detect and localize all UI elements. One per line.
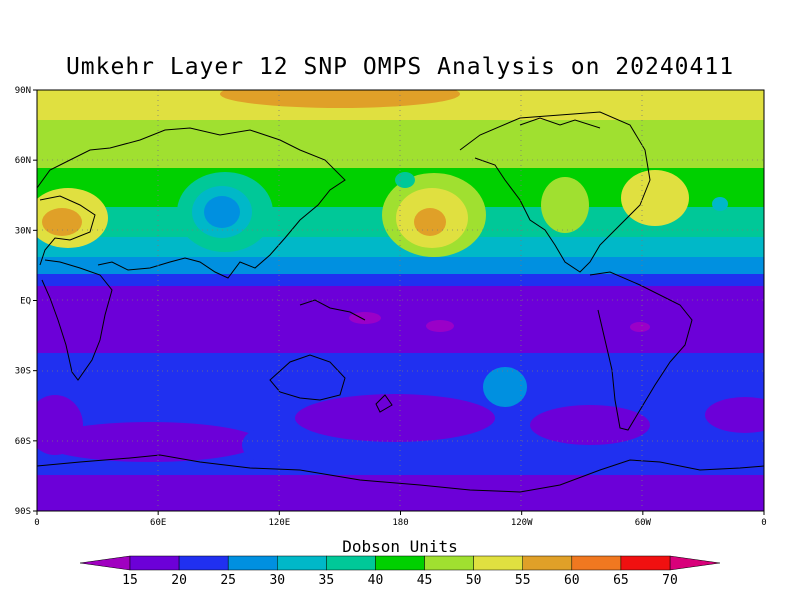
band-eq-blue <box>37 272 764 286</box>
lon-tick-label: 120E <box>268 518 290 528</box>
lat-tick-label: 60S <box>15 437 31 447</box>
colorbar-swatch <box>571 555 622 571</box>
south-indian-purple <box>40 422 260 462</box>
lat-tick-label: EQ <box>20 297 31 307</box>
band-polar-south-purple <box>37 475 764 511</box>
colorbar-title: Dobson Units <box>342 537 458 556</box>
indonesia-coast <box>299 299 366 321</box>
colorbar-swatch <box>620 555 671 571</box>
australia-coast <box>269 354 346 401</box>
atlantic-low-cyan <box>712 197 728 211</box>
colorbar-level-label: 65 <box>613 573 629 588</box>
colorbar-under-triangle <box>79 555 131 571</box>
page-title: Umkehr Layer 12 SNP OMPS Analysis on 202… <box>65 54 735 80</box>
namerica-lightgreen <box>541 177 589 233</box>
lon-tick-label: 120W <box>511 518 533 528</box>
colorbar-level-label: 20 <box>171 573 187 588</box>
colorbar-level-label: 25 <box>220 573 236 588</box>
europe-high-orange <box>42 208 82 236</box>
lon-tick-labels: 0 60E 120E 180 120W 60W 0 <box>34 511 767 528</box>
namerica-coast <box>459 111 651 273</box>
antarctic-blue-tongue <box>242 429 282 461</box>
band-highlat-lightgreen <box>37 118 764 168</box>
colorbar: 15 20 25 30 35 40 45 50 55 60 65 70 <box>79 555 721 588</box>
colorbar-swatch <box>522 555 573 571</box>
lon-tick-label: 180 <box>392 518 408 528</box>
colorbar-level-label: 30 <box>269 573 285 588</box>
lon-tick-label: 0 <box>34 518 39 528</box>
asia-low-blue <box>204 196 240 228</box>
colorbar-swatch <box>473 555 523 571</box>
colorbar-level-label: 35 <box>319 573 335 588</box>
colorbar-swatch <box>326 555 376 571</box>
samerica-coast <box>589 271 693 431</box>
lon-tick-label: 60E <box>150 518 166 528</box>
colorbar-level-label: 40 <box>368 573 384 588</box>
colorbar-level-label: 15 <box>122 573 138 588</box>
polar-orange-patch <box>220 90 460 108</box>
africa-coast <box>41 259 113 381</box>
eurasia-coast <box>37 127 346 279</box>
south-pacific-purple <box>295 394 495 442</box>
colorbar-swatch <box>277 555 327 571</box>
europe-med-coast <box>39 195 96 266</box>
south-east-purple <box>705 397 764 433</box>
colorbar-swatch <box>178 555 229 571</box>
south-atlantic-purple <box>530 405 650 445</box>
antarctica-coast <box>37 454 764 493</box>
band-subtrop-blue <box>37 256 764 274</box>
colorbar-level-label: 60 <box>564 573 580 588</box>
colorbar-swatch <box>424 555 474 571</box>
lat-tick-label: 90N <box>15 86 31 96</box>
south-west-purple <box>37 395 83 455</box>
band-tropical-purple <box>37 283 764 353</box>
newzealand-coast <box>375 394 393 413</box>
pacific-high-orange <box>414 208 446 236</box>
lat-tick-label: 90S <box>15 507 31 517</box>
colorbar-level-label: 70 <box>662 573 678 588</box>
colorbar-level-label: 50 <box>466 573 482 588</box>
lat-tick-label: 30N <box>15 226 31 236</box>
arctic-islands <box>519 117 601 129</box>
colorbar-swatch <box>227 555 278 571</box>
coastlines <box>37 111 764 493</box>
lat-tick-label: 60N <box>15 156 31 166</box>
lon-tick-label: 60W <box>635 518 652 528</box>
colorbar-swatch <box>129 555 180 571</box>
spacific-blue-patch <box>483 367 527 407</box>
lat-tick-label: 30S <box>15 367 31 377</box>
lat-tick-labels: 90N 60N 30N EQ 30S 60S 90S <box>15 86 37 517</box>
pacific-low-teal <box>395 172 415 188</box>
lon-tick-label: 0 <box>761 518 766 528</box>
colorbar-level-label: 55 <box>515 573 531 588</box>
colorbar-swatch <box>375 555 425 571</box>
colorbar-over-triangle <box>669 555 721 571</box>
atlantic-high-yellow <box>621 170 689 226</box>
tropical-minimum-2 <box>630 322 650 332</box>
ozone-field <box>37 90 764 511</box>
colorbar-level-label: 45 <box>417 573 433 588</box>
tropical-minimum-3 <box>349 312 381 324</box>
tropical-minimum-1 <box>426 320 454 332</box>
grid-lines <box>37 90 764 511</box>
